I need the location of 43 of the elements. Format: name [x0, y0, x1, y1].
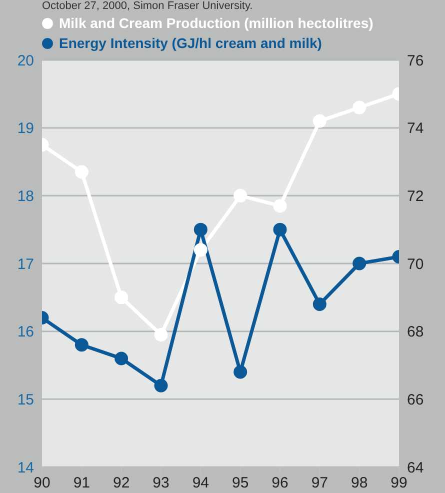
point: [114, 290, 128, 304]
legend-label: Energy Intensity (GJ/hl cream and milk): [59, 34, 322, 53]
point: [352, 256, 366, 270]
point: [234, 188, 248, 202]
legend-label: Milk and Cream Production (million hectolitres): [59, 14, 374, 33]
x-tick-label: 99: [390, 474, 408, 492]
point: [74, 165, 88, 179]
point: [234, 365, 248, 379]
point: [273, 222, 287, 236]
point: [352, 100, 366, 114]
point: [312, 297, 326, 311]
y-tick-label: 20: [17, 52, 34, 70]
point: [154, 328, 168, 342]
y-tick-label: 14: [17, 459, 34, 476]
point: [194, 243, 208, 257]
text: October 27, 2000, Simon Fraser University.: [42, 0, 253, 12]
point: [312, 114, 326, 128]
x-tick-label: 90: [34, 474, 50, 492]
x-tick-label: 98: [350, 474, 368, 492]
point: [154, 378, 168, 392]
point: [74, 338, 88, 352]
x-tick-label: 94: [192, 474, 210, 492]
x-tick-label: 95: [232, 474, 249, 492]
y2-tick-label: 70: [407, 256, 424, 273]
y2-tick-label: 72: [407, 188, 424, 205]
x-tick-label: 97: [311, 474, 328, 492]
y-tick-label: 18: [17, 188, 34, 205]
y-tick-label: 17: [17, 256, 34, 273]
point: [114, 352, 128, 366]
y-tick-label: 16: [17, 324, 34, 341]
x-tick-label: 92: [112, 474, 130, 492]
point: [194, 222, 208, 236]
x-tick-label: 91: [73, 474, 90, 492]
y2-tick-label: 66: [407, 391, 424, 408]
y2-tick-label: 76: [407, 52, 424, 70]
point: [273, 199, 287, 213]
x-tick-label: 93: [152, 474, 170, 492]
y-tick-label: 15: [17, 391, 34, 408]
y2-tick-label: 68: [407, 324, 424, 341]
y2-tick-label: 74: [407, 120, 424, 138]
x-tick-label: 96: [272, 474, 288, 492]
y2-tick-label: 64: [407, 459, 424, 476]
y-tick-label: 19: [17, 120, 34, 138]
